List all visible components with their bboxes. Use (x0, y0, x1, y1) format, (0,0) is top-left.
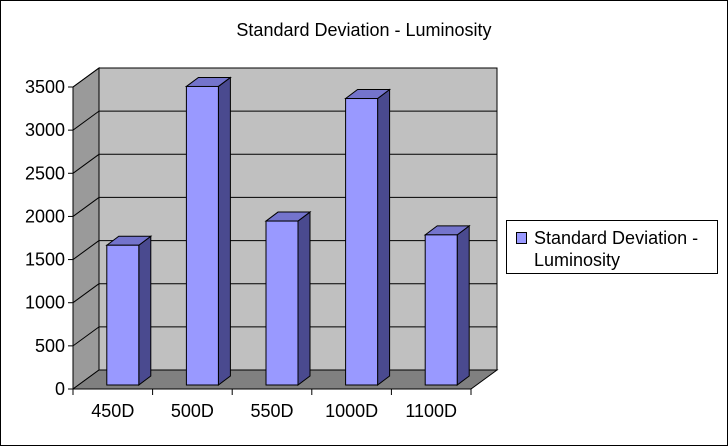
y-tick-label: 0 (55, 379, 65, 399)
gridline-side (72, 197, 100, 217)
legend-label: Standard Deviation - Luminosity (534, 228, 699, 270)
y-tick-label: 1500 (25, 250, 65, 270)
y-tick-label: 1000 (25, 293, 65, 313)
chart-title: Standard Deviation - Luminosity (236, 20, 492, 40)
bar-side (297, 211, 311, 386)
bar-side (138, 235, 152, 386)
x-tick-label: 1000D (325, 401, 378, 421)
legend: Standard Deviation - Luminosity (506, 220, 718, 274)
y-tick-label: 500 (35, 336, 65, 356)
y-tick-label: 2500 (25, 163, 65, 183)
bar (424, 234, 458, 386)
bar (345, 98, 379, 386)
side-wall (72, 67, 100, 390)
bar-side (377, 88, 391, 386)
y-tick-label: 2000 (25, 206, 65, 226)
gridline-side (72, 110, 100, 131)
gridline-side (72, 326, 100, 347)
x-tick-label: 550D (250, 401, 293, 421)
x-tick-label: 1100D (405, 401, 457, 421)
gridline-side (72, 67, 100, 88)
y-tick-label: 3000 (25, 120, 65, 140)
gridline-side (72, 240, 100, 260)
gridline-side (72, 153, 100, 174)
bar (265, 220, 299, 386)
x-tick-label: 500D (171, 401, 214, 421)
bar-side (217, 76, 231, 386)
bar (106, 244, 140, 386)
legend-swatch (516, 232, 527, 244)
bar-side (456, 224, 470, 386)
gridline-side (72, 283, 100, 304)
y-tick-label: 3500 (25, 77, 65, 97)
bar (185, 85, 219, 386)
x-tick-label: 450D (91, 401, 134, 421)
